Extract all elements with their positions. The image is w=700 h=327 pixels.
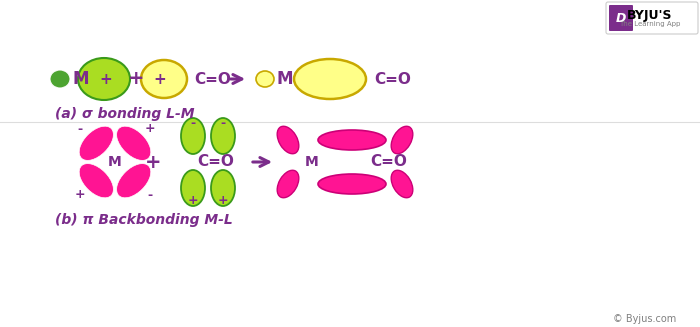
Ellipse shape (50, 70, 70, 88)
Ellipse shape (117, 126, 150, 161)
Text: C=O: C=O (374, 72, 411, 87)
Text: BYJU'S: BYJU'S (627, 9, 673, 22)
Ellipse shape (181, 170, 205, 206)
Text: (b) π Backbonding M-L: (b) π Backbonding M-L (55, 213, 232, 227)
Text: The Learning App: The Learning App (620, 21, 680, 27)
Text: -: - (148, 188, 153, 201)
Text: C=O: C=O (194, 72, 231, 87)
Text: M: M (305, 155, 318, 169)
Ellipse shape (141, 60, 187, 98)
Ellipse shape (391, 170, 413, 198)
Text: +: + (74, 188, 85, 201)
Ellipse shape (256, 71, 274, 87)
Ellipse shape (277, 170, 299, 198)
Ellipse shape (318, 130, 386, 150)
Text: +: + (153, 72, 167, 87)
Ellipse shape (79, 164, 113, 198)
Ellipse shape (391, 126, 413, 154)
Ellipse shape (277, 126, 299, 154)
Text: C=O: C=O (197, 154, 234, 169)
Ellipse shape (211, 118, 235, 154)
Text: +: + (145, 123, 155, 135)
Ellipse shape (79, 126, 113, 161)
Text: (a) σ bonding L-M: (a) σ bonding L-M (55, 107, 195, 121)
Text: +: + (127, 70, 144, 89)
Text: -: - (220, 117, 225, 130)
Ellipse shape (181, 118, 205, 154)
Text: M: M (72, 70, 88, 88)
Ellipse shape (294, 59, 366, 99)
Text: +: + (218, 194, 228, 206)
Text: M: M (108, 155, 122, 169)
Text: D: D (616, 11, 626, 25)
Text: +: + (145, 152, 161, 171)
Ellipse shape (117, 164, 150, 198)
Text: M: M (277, 70, 293, 88)
Text: +: + (99, 72, 113, 87)
Text: © Byjus.com: © Byjus.com (613, 314, 677, 324)
FancyBboxPatch shape (606, 2, 698, 34)
Text: +: + (188, 194, 198, 206)
Ellipse shape (211, 170, 235, 206)
Text: C=O: C=O (370, 154, 407, 169)
Text: -: - (190, 117, 195, 130)
Text: -: - (77, 123, 83, 135)
Ellipse shape (318, 174, 386, 194)
FancyBboxPatch shape (609, 5, 633, 31)
Ellipse shape (78, 58, 130, 100)
